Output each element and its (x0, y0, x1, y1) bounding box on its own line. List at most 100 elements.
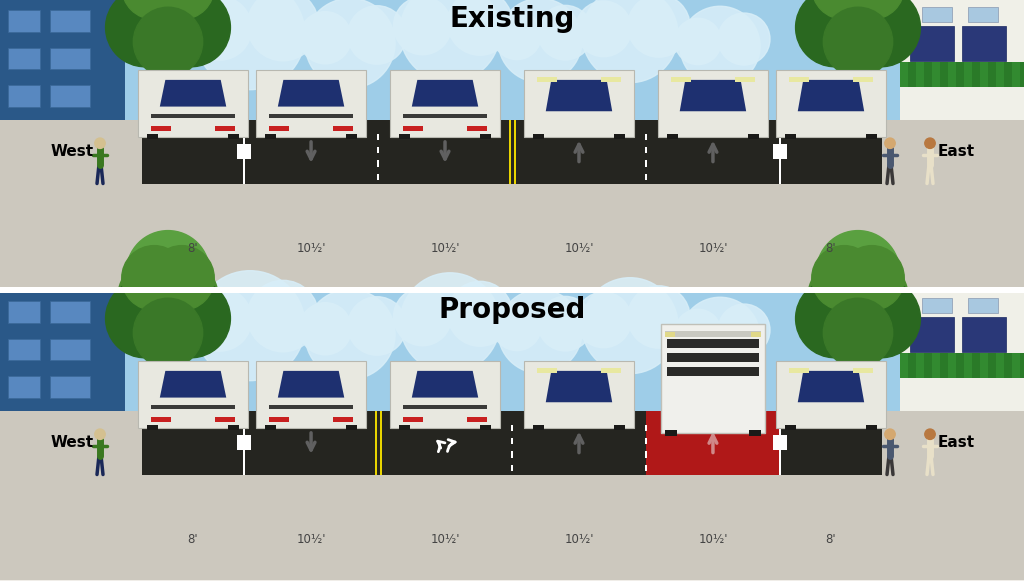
Circle shape (305, 289, 395, 379)
Circle shape (842, 279, 921, 358)
Circle shape (807, 250, 909, 352)
Circle shape (247, 280, 318, 352)
Bar (138, 70, 248, 137)
Bar (377, 174, 379, 180)
Bar (1012, 353, 1020, 378)
Bar (511, 425, 513, 431)
Circle shape (885, 138, 895, 148)
Bar (50, 376, 90, 398)
Bar (377, 160, 379, 167)
Bar (215, 126, 234, 131)
Bar (380, 411, 382, 475)
Circle shape (117, 250, 219, 352)
Bar (900, 353, 908, 378)
Text: 10½': 10½' (430, 242, 460, 255)
Bar (256, 361, 366, 428)
Bar (776, 70, 886, 137)
Bar (779, 411, 781, 475)
Bar (403, 126, 423, 131)
Bar (8, 376, 40, 398)
Circle shape (718, 304, 770, 356)
Circle shape (348, 297, 407, 355)
Bar (980, 62, 988, 87)
Circle shape (187, 0, 252, 60)
Polygon shape (798, 371, 864, 402)
Bar (162, 56, 174, 120)
Bar (932, 353, 940, 378)
Bar (660, 324, 765, 432)
Bar (403, 114, 486, 118)
Bar (866, 134, 878, 139)
Bar (333, 417, 353, 422)
Text: 10½': 10½' (698, 533, 728, 546)
Circle shape (575, 1, 632, 57)
Bar (333, 126, 353, 131)
Polygon shape (546, 371, 612, 402)
Circle shape (842, 0, 921, 67)
Bar (980, 353, 988, 378)
Circle shape (796, 0, 874, 67)
Circle shape (493, 302, 542, 350)
Circle shape (95, 429, 105, 439)
Circle shape (628, 286, 690, 348)
Circle shape (133, 7, 203, 77)
Bar (152, 417, 171, 422)
Bar (645, 438, 647, 444)
Bar (735, 77, 755, 82)
Circle shape (807, 0, 909, 61)
Bar (968, 298, 998, 313)
Polygon shape (412, 80, 478, 106)
Circle shape (498, 0, 582, 83)
Circle shape (925, 138, 935, 148)
Bar (964, 62, 972, 87)
Text: 10½': 10½' (430, 533, 460, 546)
Circle shape (150, 246, 214, 310)
Bar (346, 425, 357, 430)
Bar (0, 0, 1024, 289)
Bar (238, 435, 251, 450)
Bar (790, 368, 809, 373)
Bar (50, 85, 90, 107)
Circle shape (675, 18, 721, 64)
Bar (948, 353, 956, 378)
Bar (910, 26, 954, 60)
Bar (480, 134, 492, 139)
Circle shape (582, 0, 678, 83)
Circle shape (195, 0, 305, 89)
Text: 10½': 10½' (564, 533, 594, 546)
Polygon shape (278, 80, 344, 106)
Bar (50, 339, 90, 360)
Bar (467, 417, 486, 422)
Bar (532, 425, 544, 430)
Bar (377, 147, 379, 153)
Circle shape (126, 231, 210, 314)
Circle shape (575, 292, 632, 347)
Text: East: East (937, 144, 975, 159)
Circle shape (187, 288, 252, 351)
Circle shape (447, 0, 512, 55)
Circle shape (816, 231, 900, 314)
Bar (243, 411, 245, 475)
Bar (480, 425, 492, 430)
Bar (228, 134, 240, 139)
Bar (601, 368, 621, 373)
Text: East: East (937, 435, 975, 450)
Bar (269, 114, 353, 118)
Circle shape (305, 0, 395, 88)
Bar (752, 332, 761, 338)
Bar (146, 134, 158, 139)
Bar (667, 134, 678, 139)
Circle shape (105, 279, 184, 358)
Bar (390, 361, 500, 428)
Circle shape (823, 7, 893, 77)
Bar (0, 120, 1024, 289)
Bar (403, 406, 486, 409)
Bar (399, 425, 410, 430)
Bar (671, 77, 691, 82)
Text: 8': 8' (825, 242, 837, 255)
Text: West: West (50, 144, 93, 159)
Circle shape (680, 6, 760, 86)
Bar (773, 435, 786, 450)
Bar (853, 77, 872, 82)
Polygon shape (680, 80, 746, 111)
